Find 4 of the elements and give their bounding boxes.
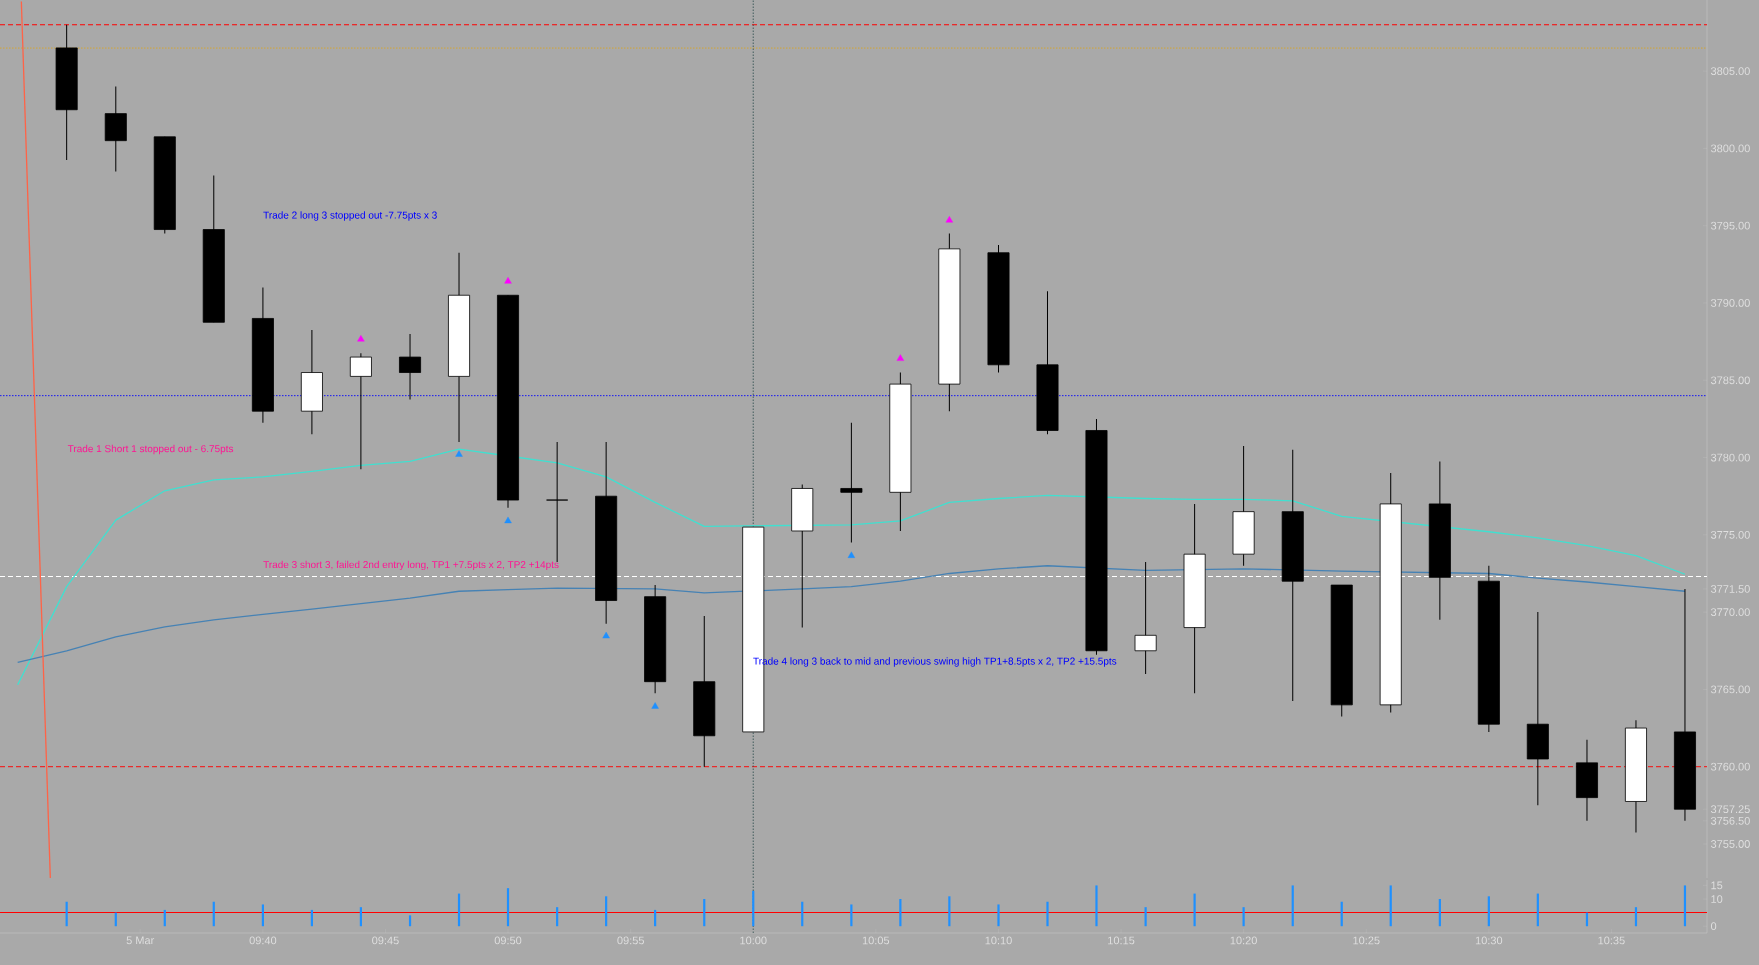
annotation: Trade 2 long 3 stopped out -7.75pts x 3 [263,211,437,221]
annotation: Trade 3 short 3, failed 2nd entry long, TP1 +7.5pts x 2, TP2 +14pts [263,560,559,571]
annotation: Trade 1 Short 1 stopped out - 6.75pts [67,444,234,455]
annotation: Trade 4 long 3 back to mid and previous swing high TP1+8.5pts x 2, TP2 +15.5pts [753,657,1117,667]
